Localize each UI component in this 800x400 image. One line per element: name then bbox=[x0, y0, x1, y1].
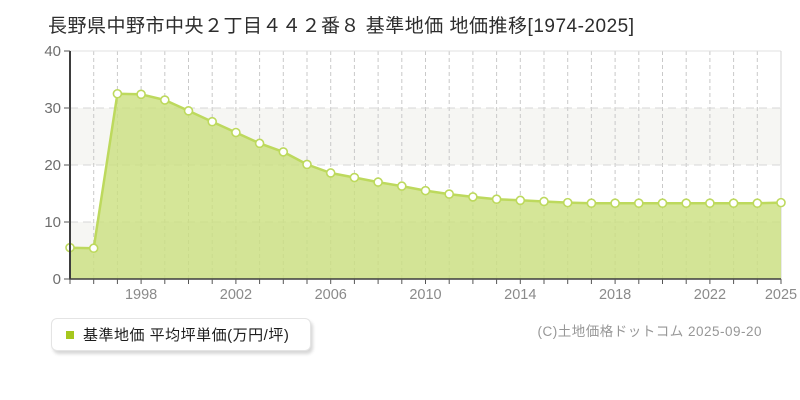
svg-text:1998: 1998 bbox=[125, 287, 157, 303]
svg-text:30: 30 bbox=[44, 100, 61, 117]
svg-text:2014: 2014 bbox=[504, 287, 536, 303]
legend: 基準地価 平均坪単価(万円/坪) bbox=[51, 318, 311, 351]
legend-series-marker-icon bbox=[66, 330, 74, 339]
y-axis-ticks bbox=[64, 50, 70, 280]
y-axis-labels: 0 10 20 30 40 bbox=[44, 43, 61, 288]
svg-text:2022: 2022 bbox=[694, 287, 726, 303]
svg-text:40: 40 bbox=[44, 43, 61, 60]
x-axis-labels: 1998 2002 2006 2010 2014 2018 2022 2025 bbox=[125, 287, 797, 303]
copyright-notice: (C)土地価格ドットコム 2025-09-20 bbox=[537, 324, 762, 339]
svg-text:2025: 2025 bbox=[765, 287, 797, 303]
svg-text:2018: 2018 bbox=[599, 287, 631, 303]
svg-text:0: 0 bbox=[53, 271, 61, 288]
data-point-markers bbox=[65, 88, 786, 254]
svg-text:2006: 2006 bbox=[315, 287, 347, 303]
svg-text:10: 10 bbox=[44, 214, 61, 231]
chart-title: 長野県中野市中央２丁目４４２番８ 基準地価 地価推移[1974-2025] bbox=[48, 16, 635, 37]
x-axis-ticks bbox=[69, 279, 782, 284]
svg-text:20: 20 bbox=[44, 157, 61, 174]
svg-text:2010: 2010 bbox=[409, 287, 441, 303]
price-area-fill bbox=[70, 93, 781, 279]
svg-text:2002: 2002 bbox=[220, 287, 252, 303]
legend-label: 基準地価 平均坪単価(万円/坪) bbox=[83, 327, 290, 344]
